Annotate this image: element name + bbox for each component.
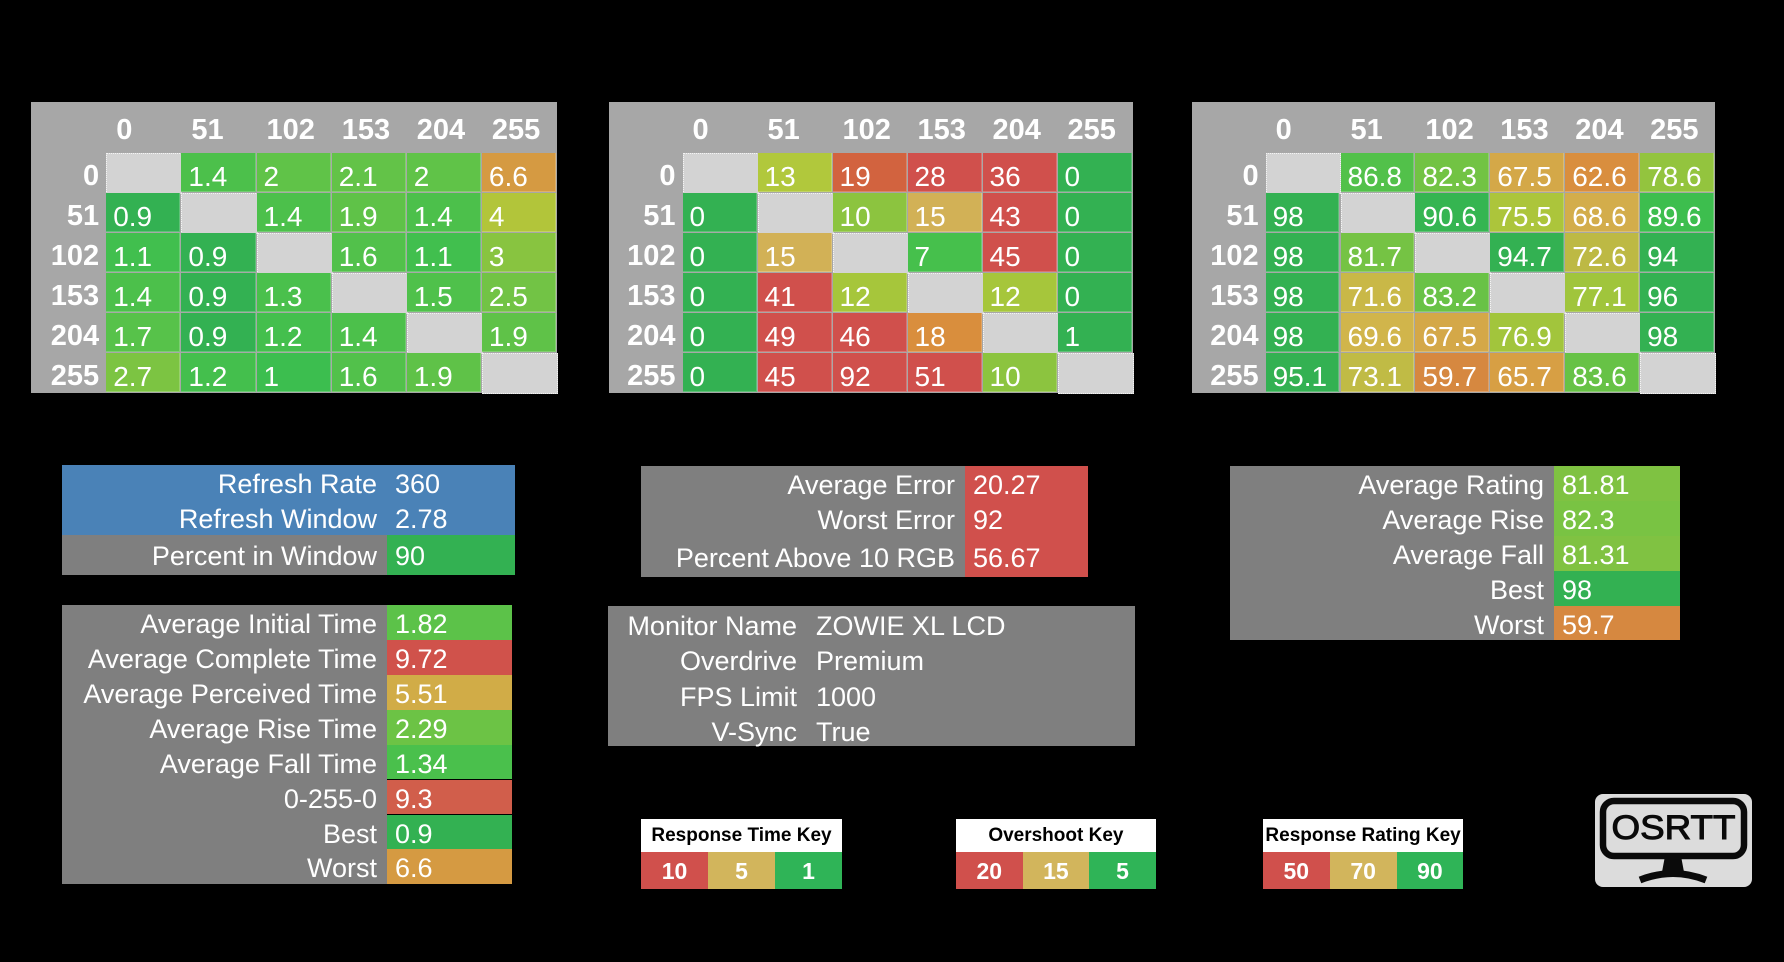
svg-text:OSRTT: OSRTT	[1612, 809, 1736, 847]
